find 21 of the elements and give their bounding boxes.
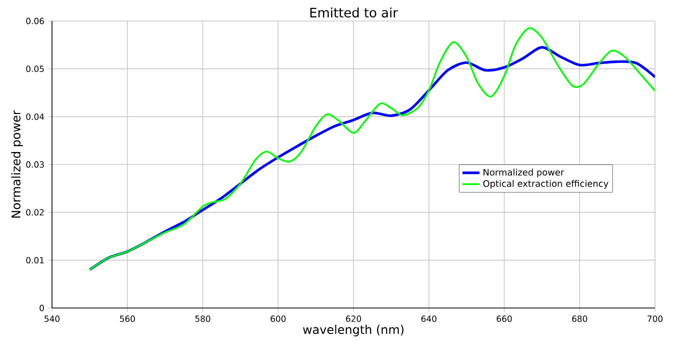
legend-label: Normalized power — [484, 168, 564, 178]
x-tick-label: 700 — [648, 316, 663, 322]
y-tick-label: 0.01 — [26, 256, 44, 264]
x-axis-title: wavelength (nm) — [303, 324, 404, 336]
legend-label: Optical extraction efficiency — [483, 180, 608, 189]
x-tick-label: 640 — [421, 316, 436, 322]
y-tick-label: 0.02 — [26, 209, 44, 216]
y-tick-label: 0 — [40, 304, 44, 312]
x-tick-label: 580 — [195, 316, 210, 322]
y-tick-label: 0.06 — [26, 18, 44, 24]
x-tick-label: 600 — [270, 316, 286, 322]
x-tick-label: 680 — [572, 316, 588, 322]
y-tick-label: 0.04 — [26, 113, 44, 120]
x-tick-label: 620 — [346, 316, 362, 322]
x-tick-label: 660 — [496, 316, 512, 322]
y-axis-title: Normalized power — [11, 110, 23, 218]
y-tick-label: 0.05 — [26, 66, 44, 72]
chart-title: Emitted to air — [310, 7, 398, 18]
x-tick-label: 540 — [44, 316, 60, 322]
y-tick-label: 0.03 — [26, 161, 44, 168]
x-tick-label: 560 — [120, 316, 135, 322]
